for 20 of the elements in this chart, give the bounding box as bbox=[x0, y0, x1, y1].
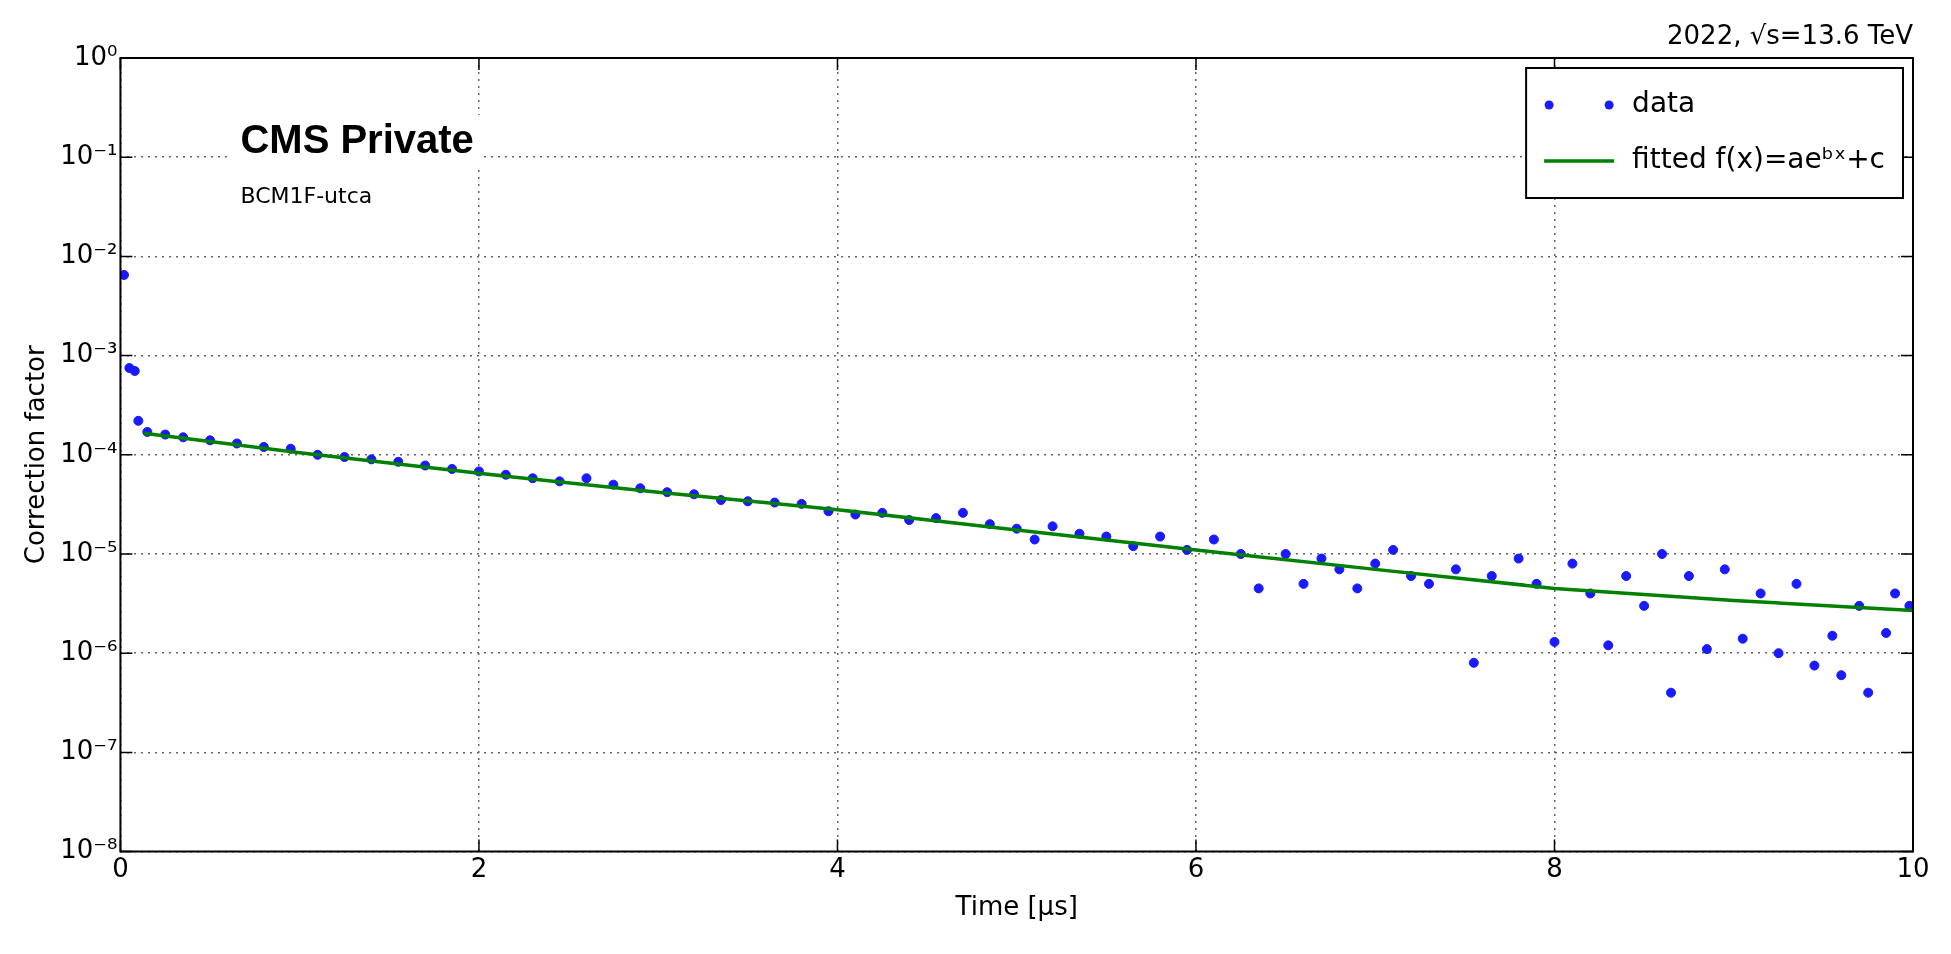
y-tick-label: 10⁻² bbox=[60, 239, 118, 270]
y-tick-label: 10⁻⁴ bbox=[60, 437, 118, 468]
x-tick-label: 4 bbox=[829, 852, 846, 883]
x-tick-label: 6 bbox=[1187, 852, 1205, 883]
legend-label: data bbox=[1632, 86, 1696, 120]
y-tick-label: 10⁻³ bbox=[60, 338, 118, 369]
y-tick-label: 10⁻⁷ bbox=[60, 735, 118, 766]
text: 2022, √s=13.6 TeV bbox=[1667, 20, 1914, 50]
y-tick-label: 10⁻⁵ bbox=[60, 536, 118, 567]
x-tick-label: 10 bbox=[1896, 852, 1930, 883]
x-axis-title: Time [μs] bbox=[954, 891, 1078, 922]
y-axis-title: Correction factor bbox=[20, 345, 51, 565]
x-tick-label: 2 bbox=[470, 852, 488, 883]
legend-label: fitted f(x)=aeᵇˣ+c bbox=[1632, 142, 1885, 176]
y-tick-label: 10⁰ bbox=[73, 40, 118, 71]
annotation: CMS Private bbox=[240, 117, 474, 161]
y-tick-label: 10⁻¹ bbox=[60, 139, 118, 170]
x-tick-label: 8 bbox=[1546, 852, 1563, 883]
y-tick-label: 10⁻⁶ bbox=[60, 635, 118, 666]
annotation: BCM1F-utca bbox=[240, 183, 373, 208]
